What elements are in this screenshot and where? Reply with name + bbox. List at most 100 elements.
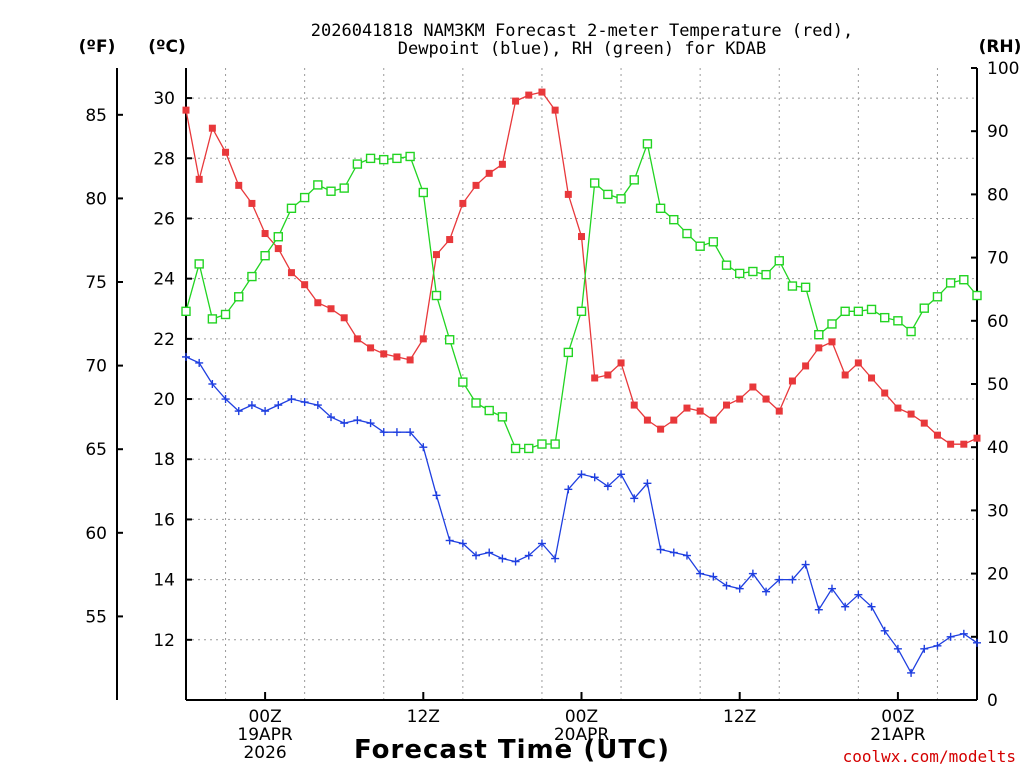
dewpoint-point <box>261 407 270 416</box>
celsius-tick-label: 26 <box>153 209 175 229</box>
rh-tick-label: 10 <box>987 628 1009 648</box>
temperature-point <box>327 305 335 313</box>
celsius-tick-label: 16 <box>153 510 175 530</box>
dewpoint-point <box>748 569 757 578</box>
rh-tick-label: 20 <box>987 565 1009 585</box>
x-tick-label: 00Z <box>881 707 914 727</box>
dewpoint-point <box>814 605 823 614</box>
dewpoint-point <box>564 485 573 494</box>
x-tick-label: 00Z <box>565 707 598 727</box>
dewpoint-point <box>590 473 599 482</box>
data-series <box>181 88 982 677</box>
dewpoint-point <box>603 482 612 491</box>
dewpoint-point <box>735 584 744 593</box>
temperature-point <box>380 350 388 358</box>
rh-point <box>669 214 679 225</box>
temperature-point <box>973 434 981 442</box>
temperature-point <box>208 124 216 132</box>
dewpoint-point <box>682 551 691 560</box>
dewpoint-point <box>195 358 204 367</box>
fahrenheit-tick-label: 80 <box>85 189 107 209</box>
dewpoint-point <box>959 629 968 638</box>
dewpoint-point <box>973 638 981 647</box>
celsius-tick-label: 14 <box>153 571 175 591</box>
fahrenheit-tick-label: 55 <box>85 607 107 627</box>
temperature-point <box>578 233 585 241</box>
rh-point <box>814 330 824 340</box>
dewpoint-point <box>182 352 190 361</box>
rh-point <box>748 266 758 277</box>
rh-tick-label: 70 <box>987 249 1009 269</box>
temperature-point <box>459 199 467 207</box>
rh-tick-label: 100 <box>987 59 1019 79</box>
rh-point <box>379 154 389 165</box>
temperature-point <box>287 269 295 277</box>
celsius-axis-unit: (ºC) <box>148 37 186 57</box>
dewpoint-point <box>432 491 441 500</box>
rh-tick-label: 40 <box>987 438 1009 458</box>
rh-point <box>708 237 719 247</box>
rh-point <box>273 232 283 242</box>
temperature-point <box>525 91 533 99</box>
dewpoint-point <box>775 575 784 584</box>
temperature-point <box>933 431 941 439</box>
temperature-point <box>643 416 651 424</box>
rh-point <box>761 269 771 280</box>
dewpoint-point <box>880 626 889 635</box>
dewpoint-point <box>379 428 388 437</box>
rh-point <box>220 309 231 320</box>
temperature-point <box>235 181 243 189</box>
rh-point <box>629 175 639 185</box>
axes <box>116 67 978 701</box>
temperature-point <box>261 230 269 238</box>
dewpoint-point <box>669 548 678 557</box>
rh-point <box>260 251 270 261</box>
rh-point <box>589 178 600 188</box>
temperature-point <box>788 377 796 385</box>
dewpoint-point <box>854 590 863 599</box>
rh-point <box>418 187 428 198</box>
fahrenheit-tick-label: 65 <box>85 440 107 460</box>
temperature-point <box>182 106 190 114</box>
dewpoint-point <box>722 581 731 590</box>
dewpoint-point <box>827 584 836 593</box>
temperature-point <box>551 106 559 114</box>
temperature-point <box>762 395 770 403</box>
rh-point <box>510 443 521 454</box>
temperature-point <box>301 281 309 289</box>
rh-point <box>497 412 508 422</box>
dewpoint-series <box>182 352 981 677</box>
rh-point <box>313 180 323 190</box>
temperature-point <box>367 344 375 352</box>
celsius-tick-label: 24 <box>153 270 175 290</box>
temperature-point <box>881 389 889 397</box>
dewpoint-point <box>327 413 336 422</box>
dewpoint-point <box>419 443 428 452</box>
dewpoint-point <box>274 401 283 410</box>
rh-point <box>959 275 969 285</box>
temperature-point <box>960 440 968 448</box>
celsius-tick-label: 12 <box>153 631 175 651</box>
rh-tick-label: 50 <box>987 375 1009 395</box>
rh-point <box>431 290 442 301</box>
rh-point <box>655 203 666 214</box>
dewpoint-point <box>643 479 652 488</box>
temperature-point <box>815 344 823 352</box>
rh-tick-label: 90 <box>987 122 1009 142</box>
x-tick-label: 21APR <box>870 725 926 745</box>
temperature-point <box>841 371 849 379</box>
dewpoint-point <box>524 551 533 560</box>
dewpoint-point <box>696 569 705 578</box>
temperature-point <box>736 395 744 403</box>
temperature-point <box>894 404 902 412</box>
rh-point <box>537 439 547 449</box>
temperature-point <box>709 416 717 424</box>
rh-point <box>893 316 903 326</box>
temperature-point <box>683 404 691 412</box>
temperature-point <box>657 425 665 433</box>
rh-point <box>866 304 877 315</box>
rh-point <box>906 326 916 337</box>
rh-point <box>234 292 244 302</box>
rh-point <box>392 153 402 164</box>
rh-point <box>286 203 297 214</box>
